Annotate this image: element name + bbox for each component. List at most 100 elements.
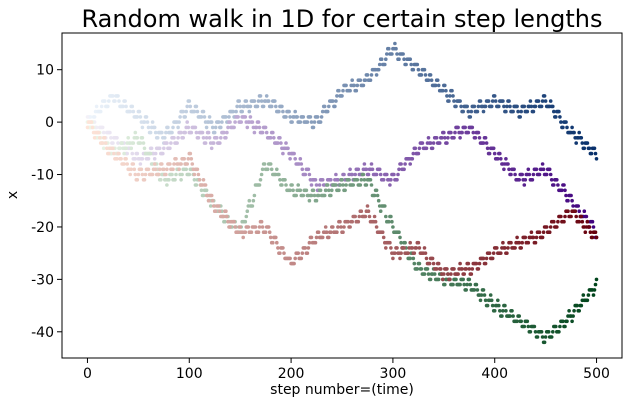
walk-point: [256, 120, 261, 124]
walk-point: [146, 157, 151, 161]
walk-point: [393, 41, 397, 46]
walk-point: [186, 157, 191, 161]
walk-point: [108, 130, 112, 135]
walk-point: [196, 172, 201, 177]
walk-point: [513, 246, 517, 250]
walk-point: [192, 172, 197, 177]
walk-point: [426, 272, 431, 276]
walk-point: [534, 235, 539, 240]
walk-point: [313, 178, 318, 182]
walk-point: [364, 167, 369, 172]
walk-point: [287, 109, 291, 114]
walk-point: [548, 172, 553, 177]
walk-point: [541, 230, 546, 234]
walk-point: [459, 104, 463, 109]
walk-point: [308, 115, 313, 119]
walk-point: [556, 219, 560, 224]
walk-point: [397, 57, 401, 61]
walk-point: [380, 230, 385, 234]
walk-point: [422, 67, 427, 72]
walk-point: [256, 230, 261, 234]
walk-point: [187, 172, 192, 177]
walk-point: [278, 136, 282, 140]
walk-point: [547, 167, 552, 172]
walk-point: [522, 104, 527, 109]
walk-point: [509, 240, 513, 245]
walk-point: [363, 78, 368, 82]
walk-point: [428, 73, 433, 77]
walk-point: [543, 99, 548, 103]
walk-point: [470, 267, 475, 271]
walk-point: [223, 219, 227, 224]
walk-point: [389, 178, 393, 182]
walk-point: [288, 188, 292, 193]
walk-point: [315, 115, 320, 119]
walk-point: [218, 209, 222, 213]
walk-point: [443, 136, 447, 140]
walk-point: [197, 178, 202, 182]
walk-point: [213, 125, 218, 130]
walk-point: [551, 104, 555, 109]
walk-point: [365, 73, 370, 77]
walk-point: [206, 130, 211, 135]
walk-point: [594, 277, 599, 282]
walk-point: [247, 109, 252, 114]
walk-point: [343, 188, 347, 193]
walk-point: [416, 151, 421, 156]
walk-point: [307, 172, 312, 177]
walk-point: [227, 115, 231, 119]
walk-point: [549, 178, 554, 182]
walk-point: [245, 209, 250, 213]
walk-point: [299, 256, 304, 261]
walk-point: [266, 99, 271, 103]
walk-point: [548, 225, 553, 229]
walk-point: [558, 115, 562, 119]
walk-point: [399, 240, 403, 245]
walk-point: [574, 141, 578, 145]
walk-point: [406, 251, 411, 255]
walk-point: [157, 146, 162, 151]
walk-point: [465, 104, 470, 109]
walk-point: [178, 115, 182, 119]
walk-point: [133, 130, 138, 135]
walk-point: [335, 230, 339, 234]
walk-point: [239, 120, 243, 124]
walk-point: [249, 230, 254, 234]
walk-point: [122, 162, 126, 166]
walk-point: [236, 115, 240, 119]
walk-point: [188, 151, 193, 156]
walk-point: [215, 136, 219, 140]
walk-point: [389, 246, 393, 250]
walk-point: [594, 235, 599, 240]
walk-point: [428, 141, 433, 145]
walk-point: [247, 198, 252, 203]
walk-point: [336, 225, 340, 229]
walk-point: [441, 277, 445, 282]
walk-point: [442, 130, 446, 135]
walk-point: [579, 136, 584, 140]
walk-point: [225, 130, 229, 135]
walk-point: [523, 235, 528, 240]
walk-point: [132, 167, 137, 172]
walk-point: [564, 193, 568, 198]
walk-point: [426, 78, 431, 82]
walk-point: [448, 94, 452, 98]
walk-point: [411, 67, 416, 72]
walk-point: [520, 240, 524, 245]
walk-point: [262, 162, 267, 166]
walk-point: [515, 104, 519, 109]
x-tick-label: 300: [380, 366, 407, 382]
walk-point: [507, 167, 511, 172]
walk-point: [130, 104, 135, 109]
walk-point: [217, 120, 221, 124]
walk-point: [122, 151, 126, 156]
walk-point: [492, 151, 497, 156]
walk-point: [359, 209, 364, 213]
walk-point: [547, 230, 552, 234]
walk-point: [329, 230, 333, 234]
walk-point: [385, 172, 389, 177]
walk-point: [417, 246, 422, 250]
walk-point: [516, 109, 520, 114]
walk-point: [224, 136, 228, 140]
walk-point: [176, 136, 180, 140]
